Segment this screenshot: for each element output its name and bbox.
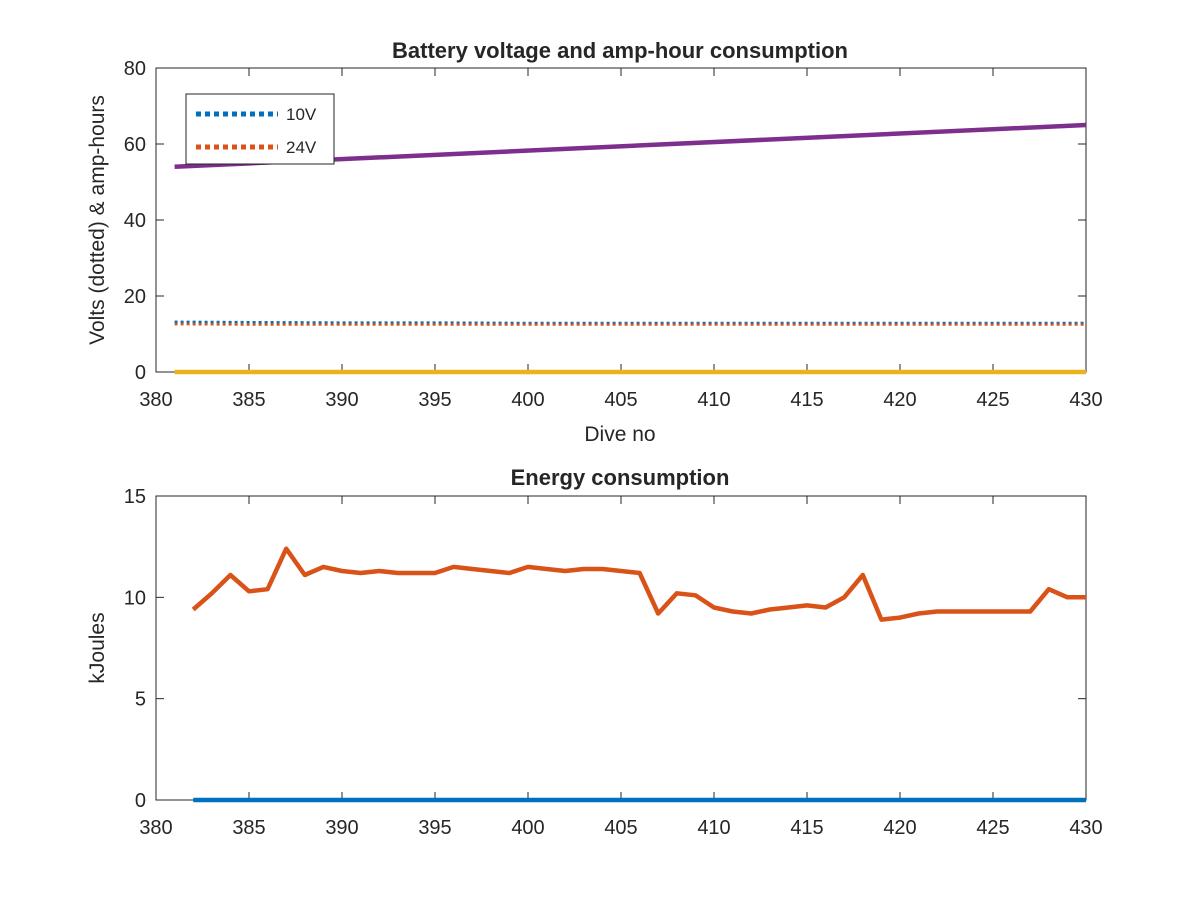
plot-1-ytick-label: 5 xyxy=(135,689,146,711)
plot-0-xtick-label: 400 xyxy=(511,389,544,411)
plot-0-xtick-label: 410 xyxy=(697,389,730,411)
plot-1-xtick-label: 385 xyxy=(232,817,265,839)
plot-0-xtick-label: 415 xyxy=(790,389,823,411)
plot-1-xtick-label: 425 xyxy=(976,817,1009,839)
energy-plot: Energy consumption kJoules 380 385 390 395 4… xyxy=(86,465,1103,839)
plot-1-xtick-label: 405 xyxy=(604,817,637,839)
plot-0-ytick-label: 60 xyxy=(124,134,146,156)
energy-plot-ylabel: kJoules xyxy=(86,612,109,683)
plot-1-ytick-label: 0 xyxy=(135,790,146,812)
battery-plot-ylabel: Volts (dotted) & amp-hours xyxy=(86,95,109,345)
plot-0-series-0-line xyxy=(174,320,1086,325)
legend-label: 10V xyxy=(286,105,317,124)
plot-0-xtick-label: 430 xyxy=(1069,389,1102,411)
plot-0-xtick-label: 405 xyxy=(604,389,637,411)
plot-1-xtick-label: 415 xyxy=(790,817,823,839)
plot-1-xtick-label: 430 xyxy=(1069,817,1102,839)
legend-label: 24V xyxy=(286,138,317,157)
plot-0-ytick-label: 0 xyxy=(135,362,146,384)
plot-0-ytick-label: 20 xyxy=(124,286,146,308)
plot-1-xtick-label: 410 xyxy=(697,817,730,839)
plot-1-xtick-label: 380 xyxy=(139,817,172,839)
plot-1-xtick-label: 390 xyxy=(325,817,358,839)
legend: 10V 24V xyxy=(185,93,335,165)
plot-0-ytick-label: 80 xyxy=(124,58,146,80)
plot-1-xtick-label: 395 xyxy=(418,817,451,839)
plot-1-ytick-label: 10 xyxy=(124,587,146,609)
plot-1-series-0-line xyxy=(191,546,1086,622)
plot-0-xtick-label: 425 xyxy=(976,389,1009,411)
plot-1-xtick-label: 400 xyxy=(511,817,544,839)
plot-1-axes-box xyxy=(155,495,1087,801)
plot-0-xtick-label: 385 xyxy=(232,389,265,411)
battery-plot: Battery voltage and amp-hour consumption… xyxy=(86,38,1103,446)
legend-box xyxy=(185,93,335,165)
plot-1-xtick-label: 420 xyxy=(883,817,916,839)
plot-0-xtick-label: 395 xyxy=(418,389,451,411)
battery-plot-title: Battery voltage and amp-hour consumption xyxy=(392,38,848,63)
energy-plot-title: Energy consumption xyxy=(511,465,730,490)
plot-0-xtick-label: 420 xyxy=(883,389,916,411)
plot-1-ytick-label: 15 xyxy=(124,486,146,508)
plot-0-xtick-label: 380 xyxy=(139,389,172,411)
plot-0-xtick-label: 390 xyxy=(325,389,358,411)
plot-0-ytick-label: 40 xyxy=(124,210,146,232)
battery-plot-xlabel: Dive no xyxy=(584,423,655,446)
